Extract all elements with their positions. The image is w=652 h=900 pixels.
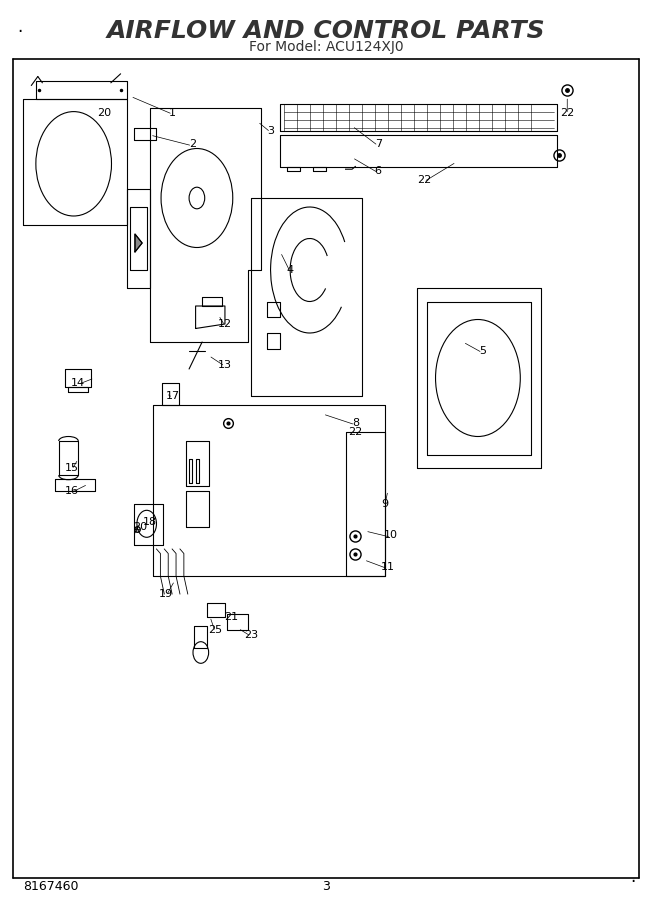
Text: 15: 15	[65, 463, 79, 473]
Text: 16: 16	[65, 485, 79, 496]
Text: 12: 12	[218, 319, 232, 329]
Text: 20: 20	[133, 521, 147, 532]
Text: 6: 6	[375, 166, 381, 176]
Text: 18: 18	[143, 517, 157, 527]
Text: AIRFLOW AND CONTROL PARTS: AIRFLOW AND CONTROL PARTS	[107, 20, 545, 43]
Text: .: .	[17, 18, 22, 36]
Text: 22: 22	[417, 175, 431, 185]
Text: 13: 13	[218, 359, 232, 370]
Text: 14: 14	[71, 377, 85, 388]
Text: 25: 25	[208, 625, 222, 635]
Text: 9: 9	[381, 499, 388, 509]
Text: 21: 21	[224, 611, 239, 622]
Text: 22: 22	[560, 107, 574, 118]
Text: 5: 5	[479, 346, 486, 356]
Text: 11: 11	[381, 562, 395, 572]
Text: 8: 8	[352, 418, 359, 428]
Text: 10: 10	[384, 530, 398, 541]
Text: 8167460: 8167460	[23, 880, 78, 893]
Text: 3: 3	[267, 125, 274, 136]
Text: 1: 1	[170, 107, 176, 118]
Text: 17: 17	[166, 391, 180, 401]
Text: For Model: ACU124XJ0: For Model: ACU124XJ0	[248, 40, 404, 54]
Text: 7: 7	[375, 139, 381, 149]
Text: .: .	[630, 868, 635, 886]
Text: 22: 22	[348, 427, 363, 437]
Text: 3: 3	[322, 880, 330, 893]
Text: 19: 19	[159, 589, 173, 599]
Text: 4: 4	[287, 265, 293, 275]
Polygon shape	[135, 234, 142, 252]
Text: 2: 2	[189, 139, 196, 149]
Text: 20: 20	[97, 107, 111, 118]
Text: 23: 23	[244, 629, 258, 640]
